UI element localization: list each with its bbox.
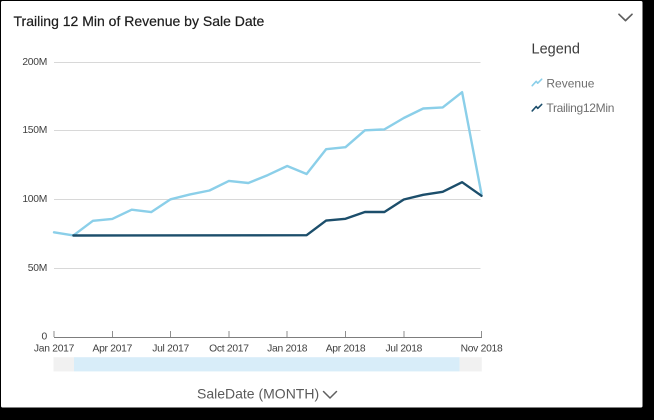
svg-text:0: 0 <box>42 332 48 343</box>
svg-text:Apr 2017: Apr 2017 <box>93 344 133 355</box>
svg-text:Jul 2017: Jul 2017 <box>152 344 189 355</box>
svg-text:50M: 50M <box>28 263 47 274</box>
svg-text:150M: 150M <box>22 125 47 136</box>
svg-text:Nov 2018: Nov 2018 <box>461 344 503 355</box>
svg-text:Trailing12Min: Trailing12Min <box>546 101 614 115</box>
svg-text:Legend: Legend <box>532 42 580 58</box>
svg-text:200M: 200M <box>22 57 47 68</box>
svg-text:Jan 2017: Jan 2017 <box>34 344 75 355</box>
svg-text:Jul 2018: Jul 2018 <box>385 344 422 355</box>
svg-text:Jan 2018: Jan 2018 <box>267 344 308 355</box>
svg-text:SaleDate (MONTH): SaleDate (MONTH) <box>197 385 319 401</box>
svg-text:Apr 2018: Apr 2018 <box>326 344 366 355</box>
svg-text:Revenue: Revenue <box>546 76 594 90</box>
svg-text:100M: 100M <box>22 194 47 205</box>
svg-text:Trailing 12 Min of Revenue by: Trailing 12 Min of Revenue by Sale Date <box>14 13 265 29</box>
svg-text:Oct 2017: Oct 2017 <box>209 344 249 355</box>
